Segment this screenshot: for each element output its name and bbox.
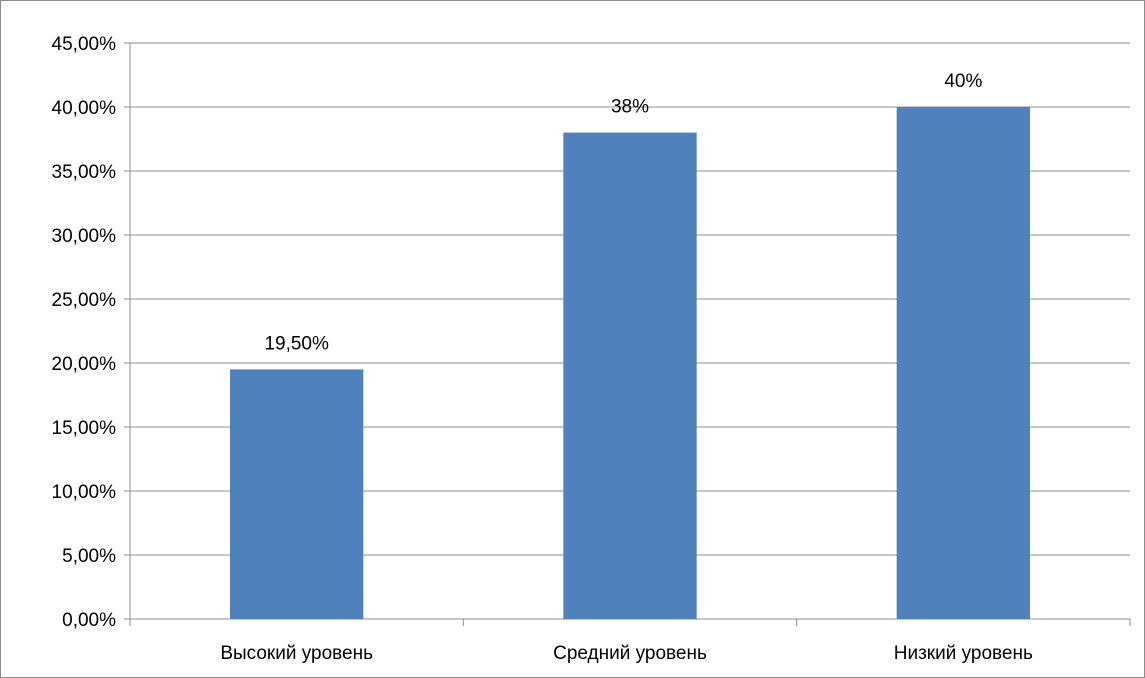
y-tick-label: 0,00% <box>62 610 116 631</box>
axes <box>124 42 1131 626</box>
y-tick-label: 25,00% <box>52 290 117 311</box>
y-tick-label: 5,00% <box>62 546 116 567</box>
y-tick-label: 10,00% <box>52 482 117 503</box>
y-tick-label: 20,00% <box>52 354 117 375</box>
y-tick-label: 15,00% <box>52 418 117 439</box>
data-label: 38% <box>611 97 649 118</box>
y-tick-label: 40,00% <box>52 98 117 119</box>
bar <box>563 132 697 619</box>
bar <box>230 369 364 619</box>
category-label: Высокий уровень <box>220 643 373 664</box>
bar <box>896 107 1030 619</box>
y-tick-label: 45,00% <box>52 34 117 55</box>
y-tick-label: 35,00% <box>52 162 117 183</box>
labels: 0,00% 5,00% 10,00% 15,00% 20,00% 25,00% 30,00%… <box>52 34 1033 664</box>
data-label: 19,50% <box>264 333 329 354</box>
category-label: Низкий уровень <box>894 643 1033 664</box>
data-label: 40% <box>944 71 982 92</box>
bars <box>230 107 1030 619</box>
y-tick-label: 30,00% <box>52 226 117 247</box>
category-label: Средний уровень <box>553 643 707 664</box>
